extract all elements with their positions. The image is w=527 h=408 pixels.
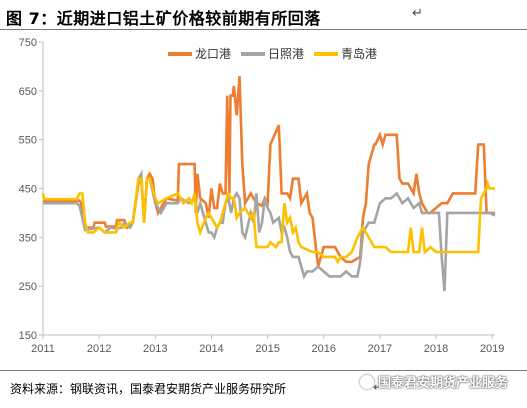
paragraph-mark: ↵ bbox=[412, 6, 423, 21]
figure-title: 图 7：近期进口铝土矿价格较前期有所回落 bbox=[6, 9, 321, 28]
line-chart: 150 250 350 450 550 650 750 2011 2012 2013 2014 201… bbox=[19, 37, 505, 355]
y-tick-label: 550 bbox=[19, 135, 37, 147]
title-bar: 图 7：近期进口铝土矿价格较前期有所回落 ↵ bbox=[0, 0, 527, 30]
x-tick-label: 2016 bbox=[312, 343, 336, 355]
legend-item: 青岛港 bbox=[314, 45, 377, 62]
y-tick-label: 750 bbox=[19, 37, 37, 49]
x-tick-label: 2015 bbox=[255, 343, 279, 355]
x-tick-label: 2018 bbox=[424, 343, 448, 355]
x-tick-label: 2012 bbox=[87, 343, 111, 355]
series-line-1 bbox=[43, 76, 495, 267]
y-tick-label: 350 bbox=[19, 232, 37, 244]
source-text: 资料来源：钢联资讯，国泰君安期货产业服务研究所 bbox=[10, 382, 287, 396]
legend-label: 龙口港 bbox=[195, 47, 232, 61]
y-tick-label: 250 bbox=[19, 281, 37, 293]
x-tick-label: 2019 bbox=[480, 343, 504, 355]
y-tick-label: 650 bbox=[19, 86, 37, 98]
x-tick-label: 2011 bbox=[31, 343, 55, 355]
legend-label: 青岛港 bbox=[341, 47, 378, 61]
legend-swatch bbox=[314, 51, 339, 56]
watermark: 国泰君安期货产业服务 bbox=[360, 372, 508, 391]
y-tick-label: 450 bbox=[19, 184, 37, 196]
paragraph-mark: ↵ bbox=[373, 380, 384, 394]
chart-axes: 150 250 350 450 550 650 750 2011 2012 2013 2014 201… bbox=[19, 37, 505, 355]
legend-swatch bbox=[168, 51, 192, 56]
wechat-icon bbox=[360, 374, 374, 389]
x-tick-label: 2017 bbox=[368, 343, 392, 355]
legend-item: 龙口港 bbox=[168, 45, 231, 62]
series-line-3 bbox=[41, 177, 495, 265]
x-tick-label: 2014 bbox=[199, 343, 223, 355]
watermark-text: 国泰君安期货产业服务 bbox=[378, 376, 509, 391]
chart-legend: 龙口港 日照港 青岛港 bbox=[168, 45, 377, 62]
x-tick-label: 2013 bbox=[143, 343, 167, 355]
source-footer: 资料来源：钢联资讯，国泰君安期货产业服务研究所 ↵ bbox=[0, 370, 527, 408]
legend-swatch bbox=[241, 51, 266, 56]
y-tick-label: 150 bbox=[19, 330, 37, 342]
chart-series bbox=[41, 76, 496, 292]
legend-label: 日照港 bbox=[268, 47, 305, 61]
legend-item: 日照港 bbox=[241, 45, 304, 62]
